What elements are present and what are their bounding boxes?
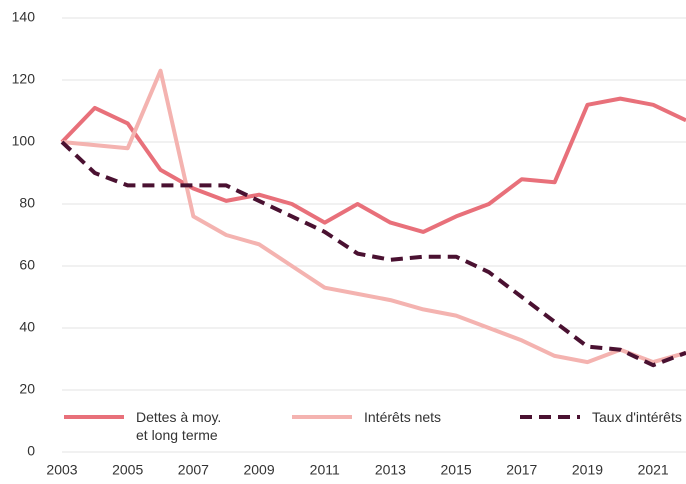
- x-tick-label: 2019: [572, 462, 603, 478]
- y-tick-label: 80: [19, 195, 35, 211]
- legend-item: Intérêts nets: [290, 408, 474, 426]
- x-tick-label: 2017: [506, 462, 537, 478]
- y-tick-label: 60: [19, 257, 35, 273]
- legend-swatch: [520, 415, 580, 419]
- legend-label: Taux d'intérêts: [592, 409, 682, 425]
- y-tick-label: 120: [12, 71, 36, 87]
- legend-swatch: [64, 415, 124, 419]
- legend-label: Intérêts nets: [364, 409, 442, 425]
- x-tick-label: 2013: [375, 462, 406, 478]
- legend-item: Dettes à moy. et long terme: [62, 408, 236, 444]
- y-tick-label: 0: [27, 443, 35, 459]
- legend-swatch: [292, 415, 352, 419]
- x-tick-label: 2005: [112, 462, 143, 478]
- series-line: [60, 140, 686, 368]
- x-tick-label: 2015: [441, 462, 472, 478]
- x-tick-label: 2011: [310, 462, 340, 478]
- y-tick-label: 100: [12, 133, 36, 149]
- legend-item: Taux d'intérêts: [518, 408, 686, 426]
- series-line: [61, 68, 686, 365]
- x-tick-label: 2009: [243, 462, 274, 478]
- y-tick-label: 140: [12, 9, 36, 25]
- x-tick-label: 2007: [178, 462, 209, 478]
- x-tick-label: 2003: [46, 462, 77, 478]
- series-line: [60, 96, 686, 234]
- y-tick-label: 20: [19, 381, 35, 397]
- legend-label: Dettes à moy. et long terme: [136, 409, 222, 443]
- y-tick-label: 40: [19, 319, 35, 335]
- x-tick-label: 2021: [638, 462, 669, 478]
